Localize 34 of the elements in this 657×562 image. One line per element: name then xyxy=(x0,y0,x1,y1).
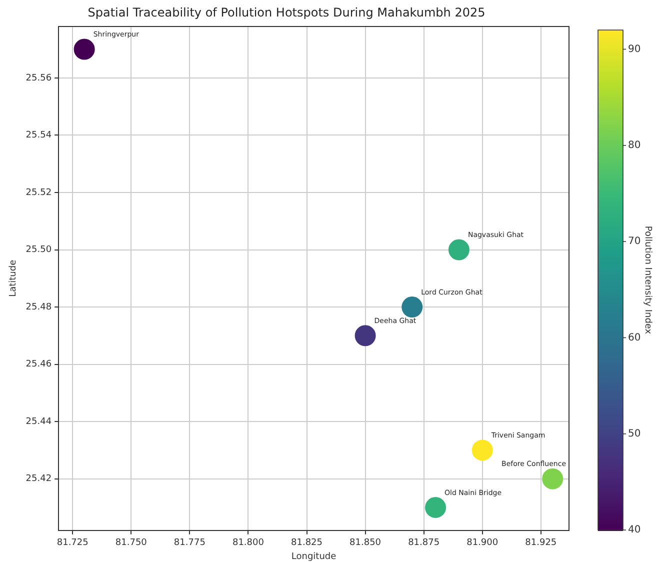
x-tick-label: 81.850 xyxy=(350,538,382,548)
x-tick-label: 81.750 xyxy=(115,538,148,548)
y-tick-label: 25.46 xyxy=(26,360,52,370)
color-bar-label: 90 xyxy=(628,44,641,55)
color-bar-label: 50 xyxy=(628,428,641,440)
color-bar-label: 40 xyxy=(628,524,641,536)
x-tick-label: 81.925 xyxy=(525,538,557,548)
y-tick-label: 25.52 xyxy=(26,188,52,198)
point xyxy=(542,468,564,490)
point xyxy=(74,38,95,60)
point xyxy=(402,296,423,318)
x-tick-label: 81.725 xyxy=(56,538,88,548)
y-axis-title: Latitude xyxy=(8,259,19,297)
y-tick-label: 25.42 xyxy=(26,474,52,484)
y-tick-label: 25.44 xyxy=(26,416,52,427)
x-tick-label: 81.800 xyxy=(232,538,264,548)
point xyxy=(448,239,470,260)
point xyxy=(472,440,493,461)
x-tick-label: 81.900 xyxy=(466,538,498,548)
color-bar-title: Pollution Intensity Index xyxy=(642,226,653,335)
color-bar-label: 80 xyxy=(628,140,641,151)
point xyxy=(354,325,376,346)
x-axis-title: Longitude xyxy=(291,552,337,562)
chart-title: Spatial Traceability of Pollution Hotspots During Mahakumbh 2025 xyxy=(88,5,486,20)
x-tick-label: 81.825 xyxy=(291,538,323,548)
color-bar-label: 60 xyxy=(628,332,641,344)
color-bar-label: 70 xyxy=(628,236,641,248)
y-tick-label: 25.48 xyxy=(26,302,52,312)
y-tick-label: 25.56 xyxy=(26,73,52,84)
y-tick-label: 25.50 xyxy=(26,245,52,256)
y-tick-label: 25.54 xyxy=(26,130,52,141)
x-tick-label: 81.775 xyxy=(174,538,206,548)
point xyxy=(425,496,446,518)
x-tick-label: 81.875 xyxy=(408,538,440,548)
